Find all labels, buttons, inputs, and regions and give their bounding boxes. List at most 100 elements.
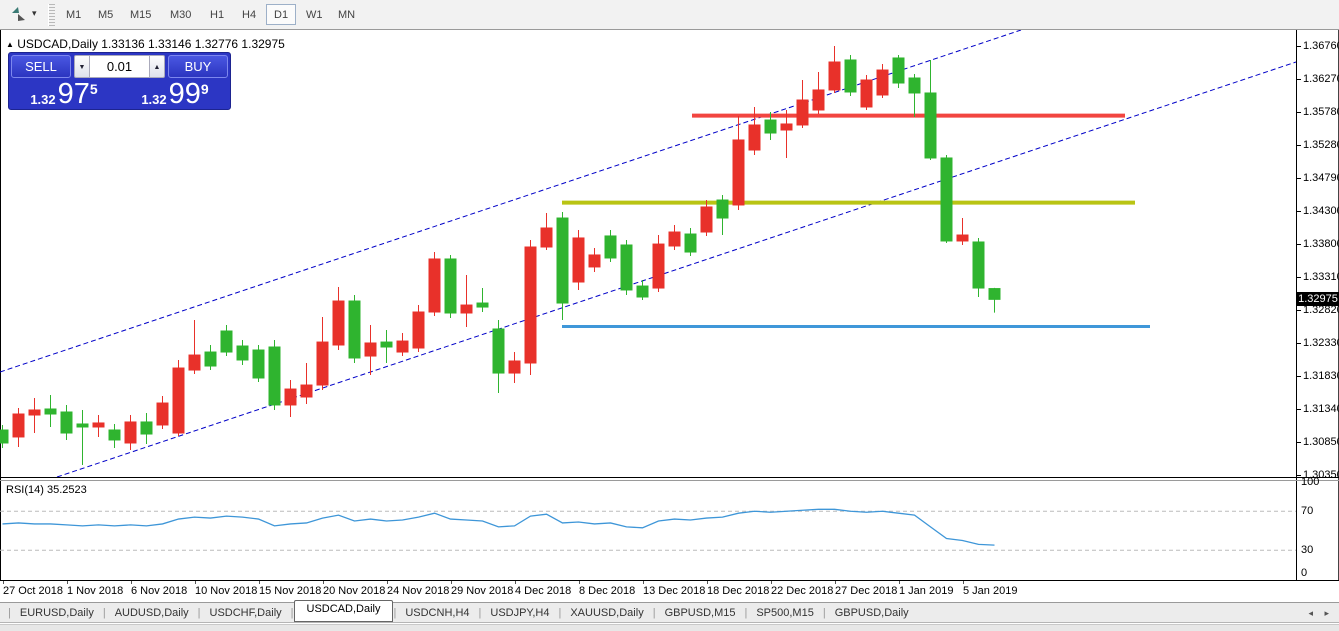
current-price-tag: 1.32975 (1297, 292, 1339, 307)
timeframe-button-m30[interactable]: M30 (170, 9, 192, 21)
sell-price-display[interactable]: 1.32 97 5 (11, 80, 117, 109)
date-axis-label: 24 Nov 2018 (387, 585, 450, 597)
chart-tab-bar: | EURUSD,Daily | AUDUSD,Daily | USDCHF,Daily… (0, 599, 1339, 623)
price-axis-label: 1.31830 (1303, 369, 1339, 382)
chart-tab-audusd-daily[interactable]: AUDUSD,Daily (114, 606, 189, 619)
sell-price-pip: 5 (89, 81, 98, 97)
rsi-axis-label: 100 (1301, 476, 1320, 488)
chart-rsi-splitter-shadow (0, 480, 1339, 481)
price-axis-label: 1.34790 (1303, 171, 1339, 184)
chart-tab-sp500-m15[interactable]: SP500,M15 (756, 606, 814, 619)
date-axis-label: 18 Dec 2018 (707, 585, 770, 597)
tab-separator: | (8, 606, 11, 619)
date-axis-label: 8 Dec 2018 (579, 585, 636, 597)
tab-separator: | (558, 606, 562, 619)
date-axis-label: 4 Dec 2018 (515, 585, 572, 597)
date-axis-label: 22 Dec 2018 (771, 585, 834, 597)
date-axis-tick (515, 581, 516, 584)
rsi-axis-label: 0 (1301, 567, 1308, 579)
date-axis-label: 13 Dec 2018 (643, 585, 706, 597)
price-axis-tick (1297, 276, 1301, 278)
price-axis-tick (1297, 475, 1301, 477)
rsi-axis-label: 70 (1301, 505, 1314, 518)
date-axis-tick (899, 581, 900, 584)
bottom-status-strip (0, 624, 1339, 631)
tab-scroll-left-icon[interactable]: ◂ (1308, 608, 1313, 618)
date-axis-tick (771, 581, 772, 584)
tab-separator: | (744, 606, 748, 619)
date-axis-tick (259, 581, 260, 584)
price-axis-tick (1297, 111, 1301, 113)
toolbar-dropdown-caret[interactable]: ▾ (32, 8, 37, 18)
chart-tab-usdchf-daily[interactable]: USDCHF,Daily (209, 606, 282, 619)
tab-scroll-right-icon[interactable]: ▸ (1324, 608, 1329, 618)
main-chart-area[interactable] (0, 30, 1296, 477)
timeframe-button-m15[interactable]: M15 (130, 9, 152, 21)
price-axis-tick (1297, 309, 1301, 311)
volume-increase-button[interactable]: ▲ (149, 55, 165, 78)
buy-price-main: 99 (168, 78, 201, 110)
chart-rsi-splitter[interactable] (0, 477, 1339, 478)
date-axis-label: 1 Nov 2018 (67, 585, 124, 597)
timeframe-button-m1[interactable]: M1 (66, 9, 82, 21)
timeframe-button-m5[interactable]: M5 (98, 9, 114, 21)
date-axis-tick (835, 581, 836, 584)
price-axis-tick (1297, 177, 1301, 179)
rsi-indicator-area[interactable] (0, 481, 1296, 580)
date-axis-tick (643, 581, 644, 584)
price-axis-tick (1297, 408, 1301, 410)
buy-price-pip: 9 (200, 81, 209, 97)
date-axis-tick (387, 581, 388, 584)
timeframe-button-d1[interactable]: D1 (266, 4, 297, 25)
chart-tab-gbpusd-m15[interactable]: GBPUSD,M15 (664, 606, 736, 619)
timeframe-button-h1[interactable]: H1 (210, 9, 225, 21)
date-axis-tick (451, 581, 452, 584)
price-axis-separator (1296, 30, 1297, 580)
date-axis[interactable] (0, 581, 1339, 602)
rsi-bottom-border (0, 580, 1339, 581)
chart-tab-usdcad-daily[interactable]: USDCAD,Daily (293, 599, 394, 622)
chart-symbol-period: USDCAD,Daily (17, 37, 98, 51)
volume-decrease-button[interactable]: ▼ (74, 55, 90, 78)
tab-separator: | (197, 606, 201, 619)
date-axis-tick (67, 581, 68, 584)
tab-separator: | (822, 606, 826, 619)
price-axis-tick (1297, 46, 1301, 47)
buy-button[interactable]: BUY (168, 55, 228, 78)
one-click-trading-panel: SELL ▼ ▲ BUY 1.32 97 5 1.32 99 9 (8, 52, 231, 110)
sell-button[interactable]: SELL (11, 55, 71, 78)
chart-tab-eurusd-daily[interactable]: EURUSD,Daily (19, 606, 94, 619)
chart-ohlc-values: 1.33136 1.33146 1.32776 1.32975 (101, 37, 285, 51)
chart-tab-usdcnh-h4[interactable]: USDCNH,H4 (405, 606, 470, 619)
date-axis-label: 29 Nov 2018 (451, 585, 514, 597)
chart-tab-gbpusd-daily[interactable]: GBPUSD,Daily (834, 606, 909, 619)
date-axis-label: 5 Jan 2019 (963, 585, 1018, 597)
timeframe-button-mn[interactable]: MN (338, 9, 356, 21)
chart-tab-usdjpy-h4[interactable]: USDJPY,H4 (490, 606, 550, 619)
price-axis-tick (1297, 145, 1301, 147)
volume-input[interactable] (90, 55, 149, 78)
sell-price-main: 97 (57, 78, 90, 110)
date-axis-label: 10 Nov 2018 (195, 585, 258, 597)
price-axis-label: 1.32330 (1303, 336, 1339, 349)
price-axis-tick (1297, 244, 1301, 246)
chart-title: ▲ USDCAD,Daily 1.33136 1.33146 1.32776 1… (6, 37, 285, 51)
chart-tab-xauusd-daily[interactable]: XAUUSD,Daily (570, 606, 644, 619)
price-axis-label: 1.32820 (1303, 303, 1339, 316)
tab-separator: | (290, 606, 294, 619)
timeframe-button-h4[interactable]: H4 (242, 9, 257, 21)
timeframe-button-w1[interactable]: W1 (306, 9, 323, 21)
date-axis-label: 1 Jan 2019 (899, 585, 954, 597)
date-axis-tick (195, 581, 196, 584)
date-axis-tick (707, 581, 708, 584)
chart-toolbar-icon[interactable] (8, 5, 30, 23)
date-axis-tick (131, 581, 132, 584)
date-axis-label: 27 Oct 2018 (3, 585, 63, 597)
tab-separator: | (478, 606, 482, 619)
date-axis-label: 20 Nov 2018 (323, 585, 386, 597)
top-toolbar: ▾ M1 M5 M15 M30 H1 H4 D1 W1 MN (0, 0, 1339, 30)
date-axis-tick (579, 581, 580, 584)
buy-price-display[interactable]: 1.32 99 9 (122, 80, 228, 109)
date-axis-tick (963, 581, 964, 584)
collapse-panel-icon[interactable]: ▲ (6, 40, 14, 49)
